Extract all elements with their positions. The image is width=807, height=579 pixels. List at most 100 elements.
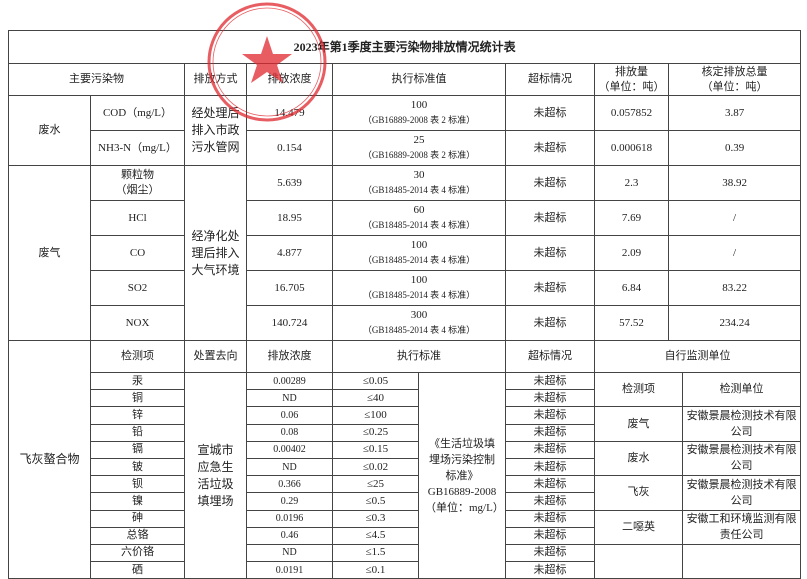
monitoring-item: 废气: [594, 406, 683, 442]
table-row: 废气 颗粒物 （烟尘） 经净化处理后排入大气环境 5.639 30 （GB18485-20…: [8, 165, 802, 341]
pollutant-item: 颗粒物 （烟尘）: [90, 165, 185, 201]
header-standard: 执行标准值: [332, 63, 506, 96]
table-row: SO2 16.705 100 （GB18485-2014 表 4 标准） 未超标 6.84…: [9, 270, 802, 306]
approved-quota: 234.24: [667, 305, 802, 341]
table-row: 汞宣城市应急生活垃圾填埋场 0.00289 ≤0.05 《生活垃圾填埋场污染控制标准》…: [9, 371, 802, 579]
standard-limit: ≤25: [332, 475, 419, 494]
exceed-status: 未超标: [505, 270, 595, 306]
concentration: 16.705: [246, 270, 333, 306]
standard-value: 100 （GB16889-2008 表 2 标准）: [332, 95, 506, 131]
header-amount: 排放量 （单位：吨）: [594, 63, 669, 96]
standard-name: （GB18485-2014 表 4 标准）: [362, 325, 476, 335]
header-concentration: 排放浓度: [246, 340, 333, 373]
standard-name: （GB16889-2008 表 2 标准）: [362, 150, 476, 160]
concentration: ND: [246, 457, 333, 477]
standard-limit: ≤4.5: [332, 526, 419, 545]
exceed-status: 未超标: [505, 561, 595, 579]
concentration: 5.639: [246, 165, 333, 201]
header-status: 超标情况: [505, 340, 595, 373]
standard-value: 100 （GB18485-2014 表 4 标准）: [332, 235, 506, 271]
standard-limit: ≤0.1: [332, 561, 419, 579]
header-quota: 核定排放总量 （单位：吨）: [667, 63, 802, 96]
concentration: 0.46: [246, 526, 333, 545]
exceed-status: 未超标: [505, 543, 595, 563]
monitoring-unit: 安徽工和环境监测有限责任公司: [681, 509, 802, 545]
standard-name: （GB18485-2014 表 4 标准）: [362, 255, 476, 265]
concentration: 18.95: [246, 200, 333, 236]
exceed-status: 未超标: [505, 406, 595, 425]
table-row: 钡 0.366 ≤25 未超标 飞灰 安徽景晨检测技术有限公司: [9, 475, 802, 511]
approved-quota: 3.87: [667, 95, 802, 131]
standard-limit: ≤0.02: [332, 457, 419, 477]
test-item: 六价铬: [90, 543, 185, 563]
test-item: 镍: [90, 492, 185, 511]
exceed-status: 未超标: [505, 305, 595, 341]
monitoring-unit: 安徽景晨检测技术有限公司: [681, 406, 802, 442]
table-row: 硒 0.0191 ≤0.1 未超标: [9, 561, 801, 579]
standard-value: 25 （GB16889-2008 表 2 标准）: [332, 130, 506, 166]
exceed-status: 未超标: [505, 475, 595, 494]
exceed-status: 未超标: [505, 457, 595, 477]
test-item: 锌: [90, 406, 185, 425]
concentration: 0.08: [246, 423, 333, 442]
standard-limit: 30: [413, 169, 425, 181]
header-monitoring-unit: 自行监测单位: [593, 340, 802, 373]
monitoring-unit: 安徽景晨检测技术有限公司: [681, 440, 802, 477]
concentration: 0.29: [246, 492, 333, 511]
standard-limit: ≤100: [332, 406, 419, 425]
concentration: ND: [246, 389, 333, 408]
empty-cell: [681, 543, 802, 579]
monitoring-item: 飞灰: [594, 475, 683, 511]
standard-limit: 100: [410, 99, 428, 111]
standard-name: （GB18485-2014 表 4 标准）: [362, 220, 476, 230]
monitoring-item: 废水: [594, 440, 683, 477]
exceed-status: 未超标: [505, 95, 595, 131]
standard-limit: ≤0.3: [332, 509, 419, 528]
standard-value: 300 （GB18485-2014 表 4 标准）: [332, 305, 506, 341]
test-item: 镉: [90, 440, 185, 459]
header-test-item: 检测项: [90, 340, 185, 373]
pollutant-item: CO: [90, 235, 185, 271]
flyash-header-row: 飞灰螯合物 检测项 处置去向 排放浓度 执行标准 超标情况 自行监测单位: [8, 339, 802, 579]
empty-cell: [594, 543, 683, 579]
standard-limit: ≤1.5: [332, 543, 419, 563]
standard-name: （GB16889-2008 表 2 标准）: [362, 115, 476, 125]
emission-amount: 6.84: [594, 270, 669, 306]
standard-name: 《生活垃圾填埋场污染控制标准》GB16889-2008（单位：mg/L）: [418, 371, 506, 579]
monitoring-item: 二噁英: [594, 509, 683, 545]
table-row: 铜 ND ≤40 未超标: [9, 389, 801, 408]
standard-limit: ≤0.25: [332, 423, 419, 442]
disposal-destination: 宣城市应急生活垃圾填埋场: [184, 371, 247, 579]
table-row: NOX 140.724 300 （GB18485-2014 表 4 标准） 未超标 57.…: [9, 305, 802, 341]
exceed-status: 未超标: [505, 492, 595, 511]
standard-limit: 25: [413, 134, 425, 146]
test-item: 钡: [90, 475, 185, 494]
exceed-status: 未超标: [505, 200, 595, 236]
discharge-method: 经净化处理后排入大气环境: [184, 165, 247, 341]
approved-quota: 0.39: [667, 130, 802, 166]
table-row: 镉 0.00402 ≤0.15 未超标 废水 安徽景晨检测技术有限公司: [9, 440, 802, 477]
concentration: 0.366: [246, 475, 333, 494]
pollutant-item: HCl: [90, 200, 185, 236]
test-item: 汞: [90, 371, 185, 391]
emission-amount: 0.057852: [594, 95, 669, 131]
pollutant-item: SO2: [90, 270, 185, 306]
standard-limit: ≤0.5: [332, 492, 419, 511]
standard-value: 60 （GB18485-2014 表 4 标准）: [332, 200, 506, 236]
table-row: 总铬 0.46 ≤4.5 未超标: [9, 526, 801, 545]
concentration: 4.877: [246, 235, 333, 271]
test-item: 砷: [90, 509, 185, 528]
standard-name: （GB18485-2014 表 4 标准）: [362, 290, 476, 300]
exceed-status: 未超标: [505, 423, 595, 442]
pollutant-item: NH3-N（mg/L）: [90, 130, 185, 166]
exceed-status: 未超标: [505, 440, 595, 459]
test-item: 铍: [90, 457, 185, 477]
standard-value: 100 （GB18485-2014 表 4 标准）: [332, 270, 506, 306]
concentration: 14.479: [246, 95, 333, 131]
emission-amount: 0.000618: [594, 130, 669, 166]
concentration: 0.06: [246, 406, 333, 425]
standard-limit: ≤40: [332, 389, 419, 408]
approved-quota: 38.92: [667, 165, 802, 201]
concentration: ND: [246, 543, 333, 563]
category-wastewater: 废水: [8, 95, 91, 166]
